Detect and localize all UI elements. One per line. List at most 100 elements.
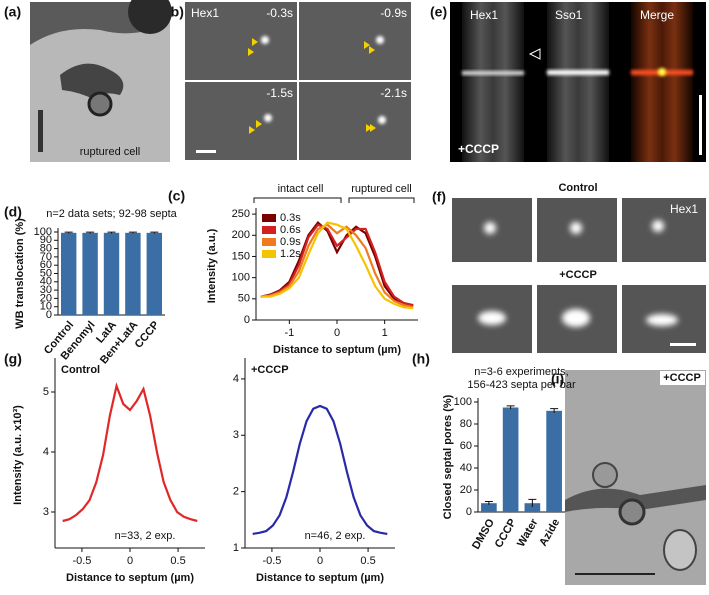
- timelapse-b: Hex1 -0.3s -0.9s -1.5s -2.1s: [185, 2, 411, 160]
- y-tick-label: 100: [232, 272, 250, 284]
- x-tick-label: -1: [284, 327, 294, 339]
- y-tick-label: 3: [43, 506, 49, 518]
- line: [260, 223, 414, 307]
- time-label: -0.9s: [380, 6, 407, 20]
- y-tick-label: 70: [40, 251, 52, 263]
- panel-label: (i): [551, 371, 564, 387]
- y-tick-label: 0: [244, 314, 250, 326]
- panel-label: (h): [412, 351, 430, 367]
- legend-label: 0.9s: [280, 236, 301, 248]
- bracket: [253, 197, 415, 203]
- channel-label: Hex1: [670, 202, 698, 216]
- y-tick-label: 2: [233, 486, 239, 498]
- legend-swatch: [262, 226, 276, 234]
- bar: [481, 503, 497, 512]
- error-bar: [128, 231, 137, 234]
- bar: [82, 232, 98, 315]
- bar: [103, 232, 120, 315]
- image-caption: ruptured cell: [80, 146, 141, 158]
- x-axis-label: Distance to septum (µm): [256, 572, 384, 584]
- y-tick-label: 5: [43, 386, 49, 398]
- y-axis-label: Intensity (a.u.): [206, 228, 218, 303]
- channel-label: Hex1: [191, 6, 219, 20]
- chart-note: n=33, 2 exp.: [115, 530, 176, 542]
- x-axis-label: Distance to septum (µm): [273, 344, 401, 356]
- error-bar: [484, 501, 493, 505]
- y-tick-label: 80: [40, 243, 52, 255]
- y-tick-label: 60: [40, 259, 52, 271]
- y-tick-label: 10: [40, 301, 52, 313]
- legend-label: 1.2s: [280, 248, 301, 260]
- row-label: +CCCP: [559, 269, 597, 281]
- em-image-a: ruptured cell: [30, 0, 172, 162]
- annotation: ruptured cell: [351, 183, 412, 195]
- bar: [60, 232, 77, 315]
- line: [260, 223, 414, 309]
- line: [260, 221, 414, 310]
- y-tick-label: 4: [43, 446, 49, 458]
- y-tick-label: 150: [232, 250, 250, 262]
- panel-label: (g): [4, 351, 22, 367]
- y-tick-label: 40: [460, 462, 472, 474]
- error-bar: [550, 408, 559, 413]
- treatment-label: +CCCP: [458, 142, 499, 156]
- y-tick-label: 4: [233, 373, 239, 385]
- error-bar: [107, 231, 116, 234]
- legend-swatch: [262, 214, 276, 222]
- x-tick-label: 0: [317, 555, 323, 567]
- x-tick-label: 1: [382, 327, 388, 339]
- error-bar: [506, 405, 515, 410]
- error-bar: [64, 231, 73, 234]
- time-label: -0.3s: [266, 6, 293, 20]
- x-tick-label: DMSO: [470, 517, 497, 552]
- y-tick-label: 30: [40, 284, 52, 296]
- time-label: -2.1s: [380, 86, 407, 100]
- panel-label: (a): [4, 4, 21, 20]
- y-tick-label: 0: [46, 309, 52, 321]
- error-bar: [150, 231, 159, 234]
- chart-title: n=2 data sets; 92-98 septa: [46, 208, 177, 220]
- x-tick-label: 0.5: [360, 555, 375, 567]
- y-tick-label: 100: [34, 226, 52, 238]
- y-tick-label: 20: [460, 484, 472, 496]
- y-tick-label: 50: [40, 267, 52, 279]
- row-label: Control: [558, 182, 597, 194]
- x-tick-label: CCCP: [493, 517, 519, 550]
- panel-label: (e): [430, 4, 447, 20]
- chart-title: Control: [61, 364, 100, 376]
- bar: [146, 232, 163, 315]
- legend-label: 0.3s: [280, 212, 301, 224]
- micrograph-e: Hex1 Sso1 Merge +CCCP: [450, 2, 706, 162]
- x-tick-label: 0: [127, 555, 133, 567]
- line: [252, 404, 388, 535]
- line: [260, 220, 414, 307]
- channel-label: Hex1: [470, 8, 498, 22]
- chart-note: n=46, 2 exp.: [305, 530, 366, 542]
- micrograph-f: Control Hex1 +CCCP: [452, 182, 706, 353]
- y-tick-label: 200: [232, 229, 250, 241]
- error-bar: [86, 231, 95, 234]
- x-tick-label: Water: [515, 516, 541, 549]
- chart-title: +CCCP: [251, 364, 289, 376]
- y-axis-label: Closed septal pores (%): [442, 394, 454, 519]
- x-tick-label: -0.5: [262, 555, 281, 567]
- bar: [524, 503, 541, 512]
- legend-swatch: [262, 238, 276, 246]
- legend-swatch: [262, 250, 276, 258]
- em-image-i: +CCCP: [565, 370, 706, 585]
- chart-title: n=3-6 experiments,: [474, 366, 568, 378]
- y-axis-label: Intensity (a.u. x10³): [12, 405, 24, 505]
- y-tick-label: 50: [238, 293, 250, 305]
- y-tick-label: 40: [40, 276, 52, 288]
- panel-label: (f): [432, 189, 446, 205]
- bar: [546, 410, 562, 512]
- x-tick-label: CCCP: [133, 319, 162, 351]
- channel-label: Merge: [640, 8, 674, 22]
- y-tick-label: 100: [454, 396, 472, 408]
- y-tick-label: 0: [466, 506, 472, 518]
- channel-label: Sso1: [555, 8, 583, 22]
- time-label: -1.5s: [266, 86, 293, 100]
- x-tick-label: 0.5: [170, 555, 185, 567]
- chart-subtitle: 156-423 septa per bar: [467, 379, 576, 391]
